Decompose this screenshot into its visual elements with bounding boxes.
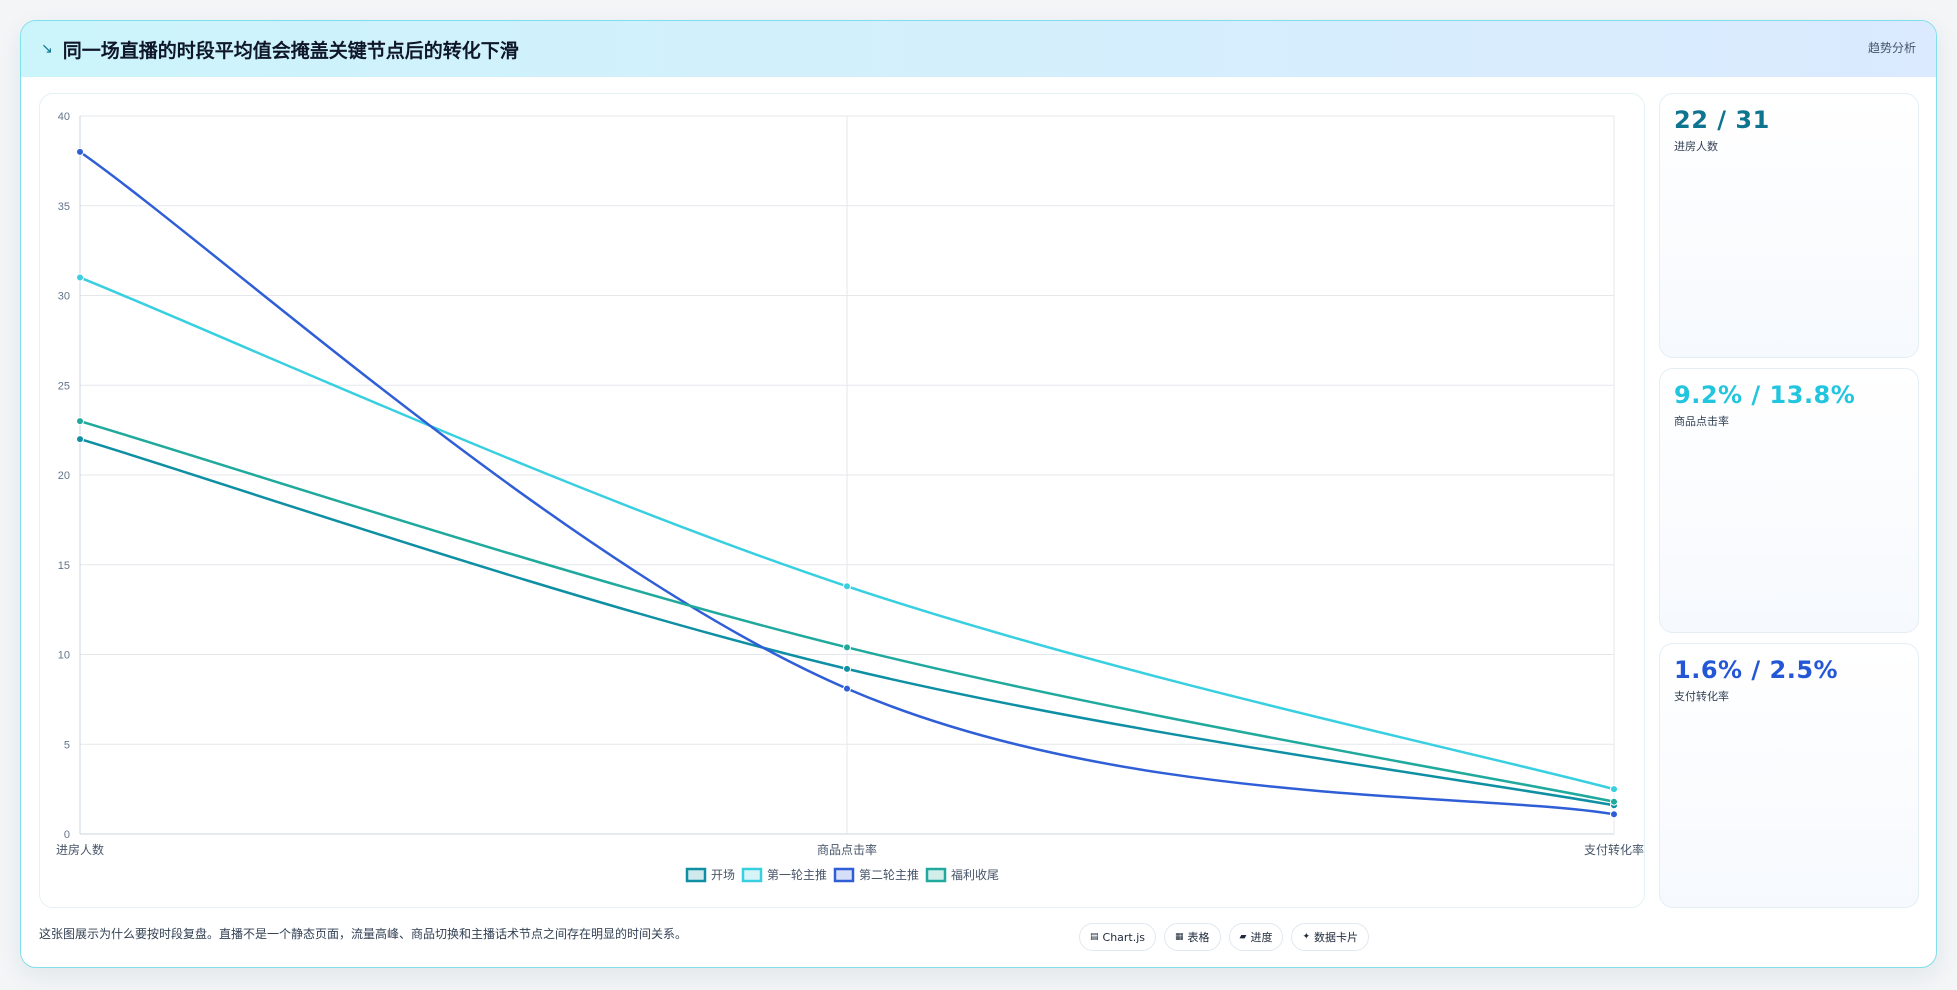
table-icon: ▦ — [1175, 932, 1184, 942]
chart-card: 0 5 10 15 20 25 30 35 40 进房人数 商品点击率 支付转化率开场 第一轮主推 第二轮… — [39, 93, 1645, 908]
data-point — [1610, 785, 1618, 794]
y-tick-label: 25 — [58, 380, 70, 392]
data-point — [76, 273, 84, 282]
pill-data-card[interactable]: ✦ 数据卡片 — [1291, 923, 1370, 951]
legend-swatch — [925, 867, 947, 883]
legend-label: 福利收尾 — [951, 867, 999, 882]
data-point — [76, 147, 84, 156]
analysis-tag[interactable]: 趋势分析 — [1867, 41, 1916, 55]
stat-card-visitors: 22 / 31 进房人数 — [1659, 93, 1919, 358]
chart-icon: ▤ — [1090, 932, 1099, 942]
legend-label: 开场 — [711, 868, 735, 882]
stat-label: 支付转化率 — [1674, 690, 1729, 703]
pill-label: Chart.js — [1102, 930, 1146, 944]
data-point — [1610, 797, 1618, 806]
stat-value: 9.2% / 13.8% — [1674, 381, 1856, 409]
stat-card-conversion: 1.6% / 2.5% 支付转化率 — [1659, 643, 1919, 908]
y-tick-label: 40 — [58, 111, 70, 123]
dashboard-panel: ↘ 同一场直播的时段平均值会掩盖关键节点后的转化下滑 趋势分析 0 5 10 15 20… — [20, 20, 1937, 968]
pill-table[interactable]: ▦ 表格 — [1164, 923, 1221, 951]
sparkle-icon: ✦ — [1302, 932, 1311, 942]
pill-label: 表格 — [1187, 931, 1210, 944]
pill-label: 数据卡片 — [1314, 931, 1359, 944]
x-tick-label: 商品点击率 — [817, 842, 877, 857]
legend-swatch — [833, 867, 855, 883]
legend-label: 第一轮主推 — [767, 868, 827, 882]
y-tick-label: 35 — [58, 201, 70, 213]
page-title: 同一场直播的时段平均值会掩盖关键节点后的转化下滑 — [62, 39, 519, 62]
stat-value: 1.6% / 2.5% — [1674, 656, 1839, 684]
pill-label: 进度 — [1250, 931, 1273, 944]
pill-chartjs[interactable]: ▤ Chart.js — [1079, 923, 1157, 951]
progress-icon: ▰ — [1239, 932, 1247, 942]
stat-value: 22 / 31 — [1674, 106, 1770, 134]
x-tick-label: 进房人数 — [56, 842, 104, 857]
trend-line-icon: ↘ — [41, 41, 53, 57]
stat-label: 商品点击率 — [1674, 415, 1729, 428]
pill-progress[interactable]: ▰ 进度 — [1228, 923, 1284, 951]
y-tick-label: 30 — [58, 291, 70, 303]
data-point — [843, 664, 851, 673]
stat-label: 进房人数 — [1674, 140, 1718, 153]
y-tick-label: 0 — [64, 829, 70, 841]
feature-pills: ▤ Chart.js ▦ 表格 ▰ 进度 ✦ 数据卡片 — [1079, 923, 1370, 951]
legend-swatch — [741, 867, 763, 883]
stat-card-click-rate: 9.2% / 13.8% 商品点击率 — [1659, 368, 1919, 633]
chart-description: 这张图展示为什么要按时段复盘。直播不是一个静态页面，流量高峰、商品切换和主播话术… — [39, 927, 688, 941]
y-tick-label: 15 — [58, 560, 70, 572]
legend-label: 第二轮主推 — [859, 868, 919, 882]
data-point — [843, 582, 851, 591]
data-point — [76, 417, 84, 426]
data-point — [76, 435, 84, 444]
y-tick-label: 10 — [58, 650, 70, 662]
data-point — [843, 643, 851, 652]
data-point — [843, 684, 851, 693]
x-tick-label: 支付转化率 — [1584, 842, 1644, 857]
y-tick-label: 5 — [64, 739, 70, 751]
data-point — [1610, 810, 1618, 819]
legend-swatch — [685, 867, 707, 883]
y-tick-label: 20 — [58, 470, 70, 482]
panel-header: ↘ 同一场直播的时段平均值会掩盖关键节点后的转化下滑 趋势分析 — [21, 21, 1936, 77]
